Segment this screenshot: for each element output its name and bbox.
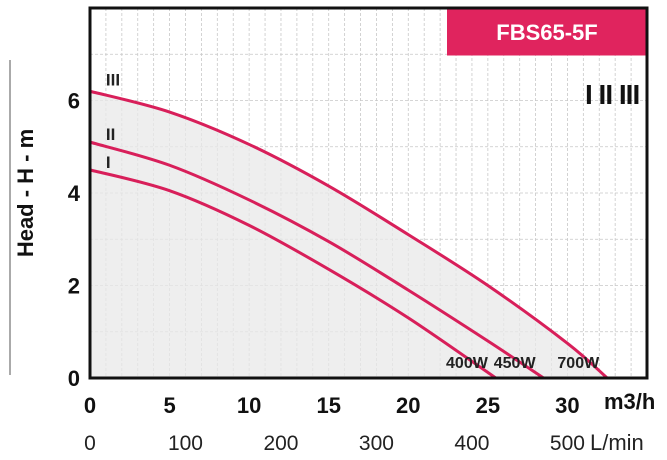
x-tick-label: 15: [316, 393, 340, 418]
title-badge: [447, 9, 646, 56]
speed-legend: I II III: [585, 79, 639, 110]
y-tick-label: 2: [68, 274, 80, 299]
curve-label-iii: III: [106, 70, 120, 89]
power-label-iii: 700W: [557, 355, 600, 372]
x-tick-label: 25: [476, 393, 500, 418]
x-tick-label: 30: [555, 393, 579, 418]
curve-label-ii: II: [106, 125, 115, 144]
operating-area-shade: [90, 91, 608, 378]
y-tick-label: 6: [68, 89, 80, 114]
curve-i: [89, 168, 497, 380]
x-axis-secondary-label: L/min: [590, 430, 644, 455]
x-tick-label: 10: [237, 393, 261, 418]
x-secondary-tick-label: 100: [168, 432, 203, 455]
y-tick-label: 4: [68, 181, 81, 206]
x-secondary-tick-label: 300: [359, 432, 394, 455]
x-axis-label: m3/h: [604, 389, 655, 414]
x-secondary-tick-label: 400: [454, 432, 489, 455]
x-tick-label: 0: [84, 393, 96, 418]
x-tick-label: 5: [163, 393, 175, 418]
plot-frame: [88, 6, 649, 380]
y-tick-label: 0: [68, 366, 80, 391]
power-label-ii: 450W: [494, 355, 537, 372]
x-secondary-tick-label: 0: [84, 432, 96, 455]
pump-curves: [89, 89, 609, 380]
y-axis-label: Head - H - m: [13, 129, 38, 257]
curve-label-i: I: [106, 153, 111, 172]
x-secondary-tick-label: 500: [550, 432, 585, 455]
x-tick-label: 20: [396, 393, 420, 418]
x-secondary-tick-label: 200: [263, 432, 298, 455]
curve-iii: [89, 89, 609, 380]
power-label-i: 400W: [446, 355, 489, 372]
chart-title: FBS65-5F: [496, 20, 597, 45]
curve-ii: [89, 140, 545, 380]
